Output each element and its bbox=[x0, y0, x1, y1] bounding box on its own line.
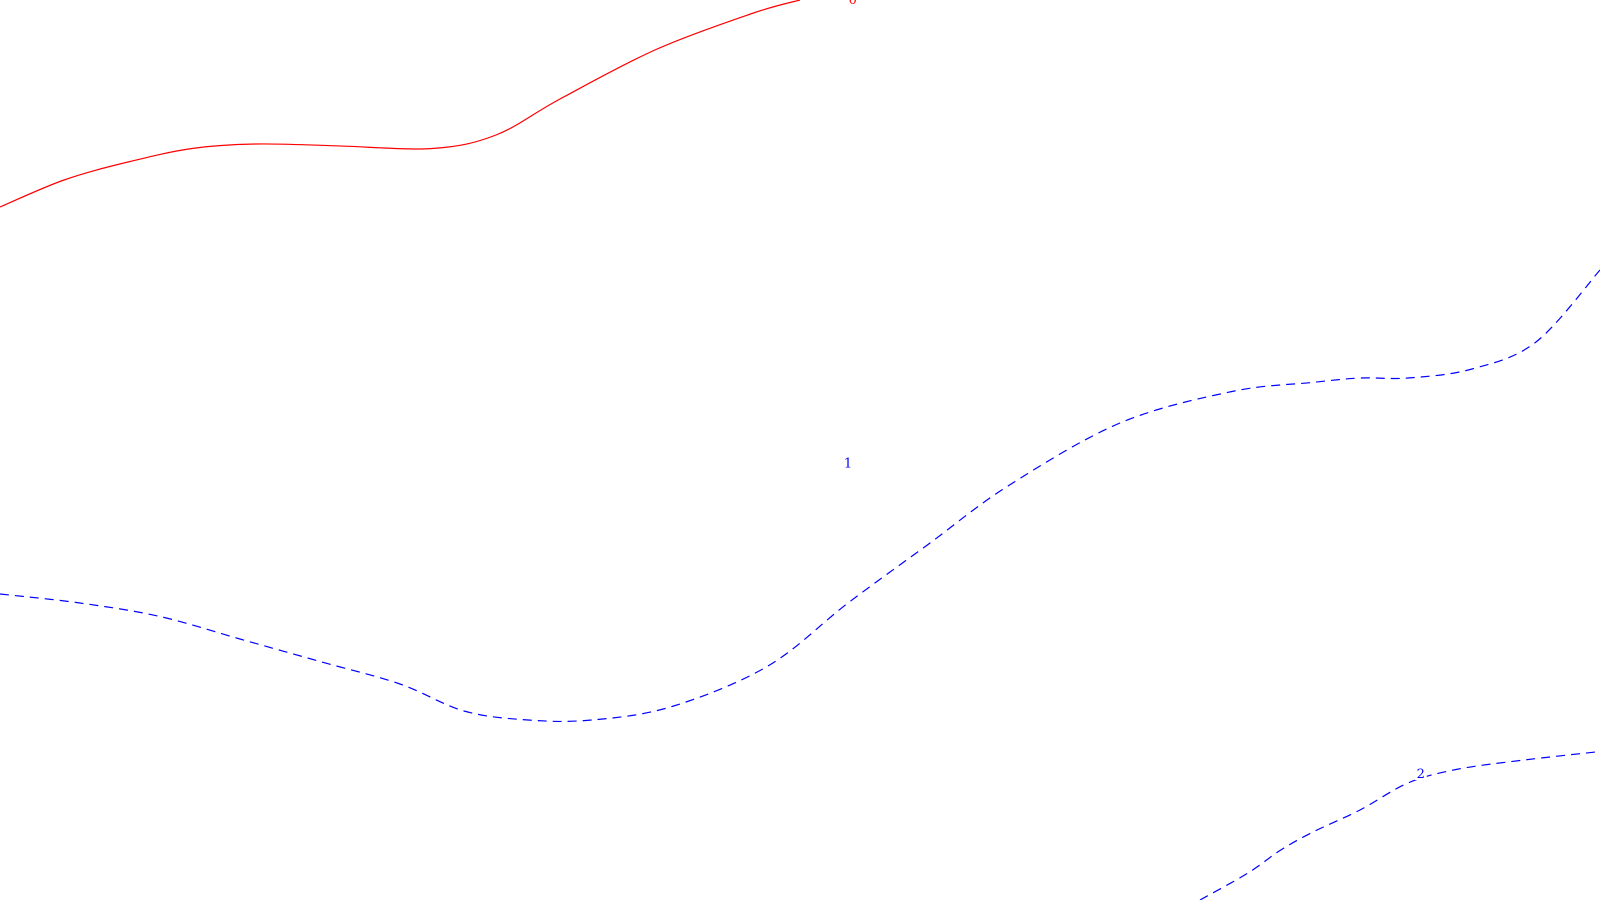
contour-2-line bbox=[1199, 750, 1600, 900]
contour-labels: 0 1 2 bbox=[842, 0, 1427, 782]
contour-2-label: 2 bbox=[1417, 767, 1425, 782]
contour-0-label: 0 bbox=[849, 0, 857, 8]
contour-2-label-background bbox=[1414, 766, 1427, 780]
contour-0-line bbox=[0, 0, 801, 208]
contour-0-label-background bbox=[846, 0, 859, 6]
contour-1-line bbox=[0, 269, 1600, 723]
contour-1-label: 1 bbox=[844, 457, 852, 472]
contour-1-label-background bbox=[842, 455, 854, 470]
